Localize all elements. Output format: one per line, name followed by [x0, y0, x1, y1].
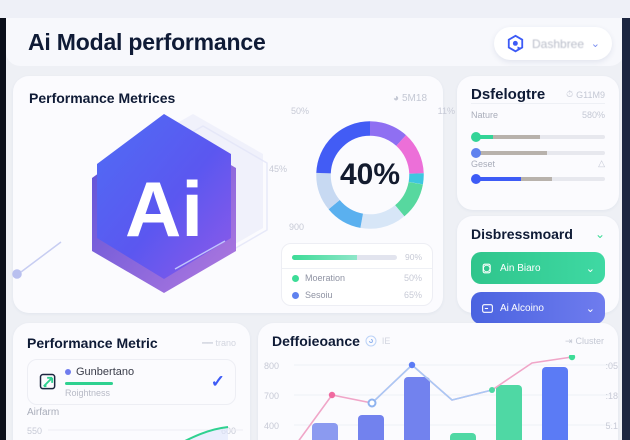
- svg-text:Ai: Ai: [125, 165, 203, 253]
